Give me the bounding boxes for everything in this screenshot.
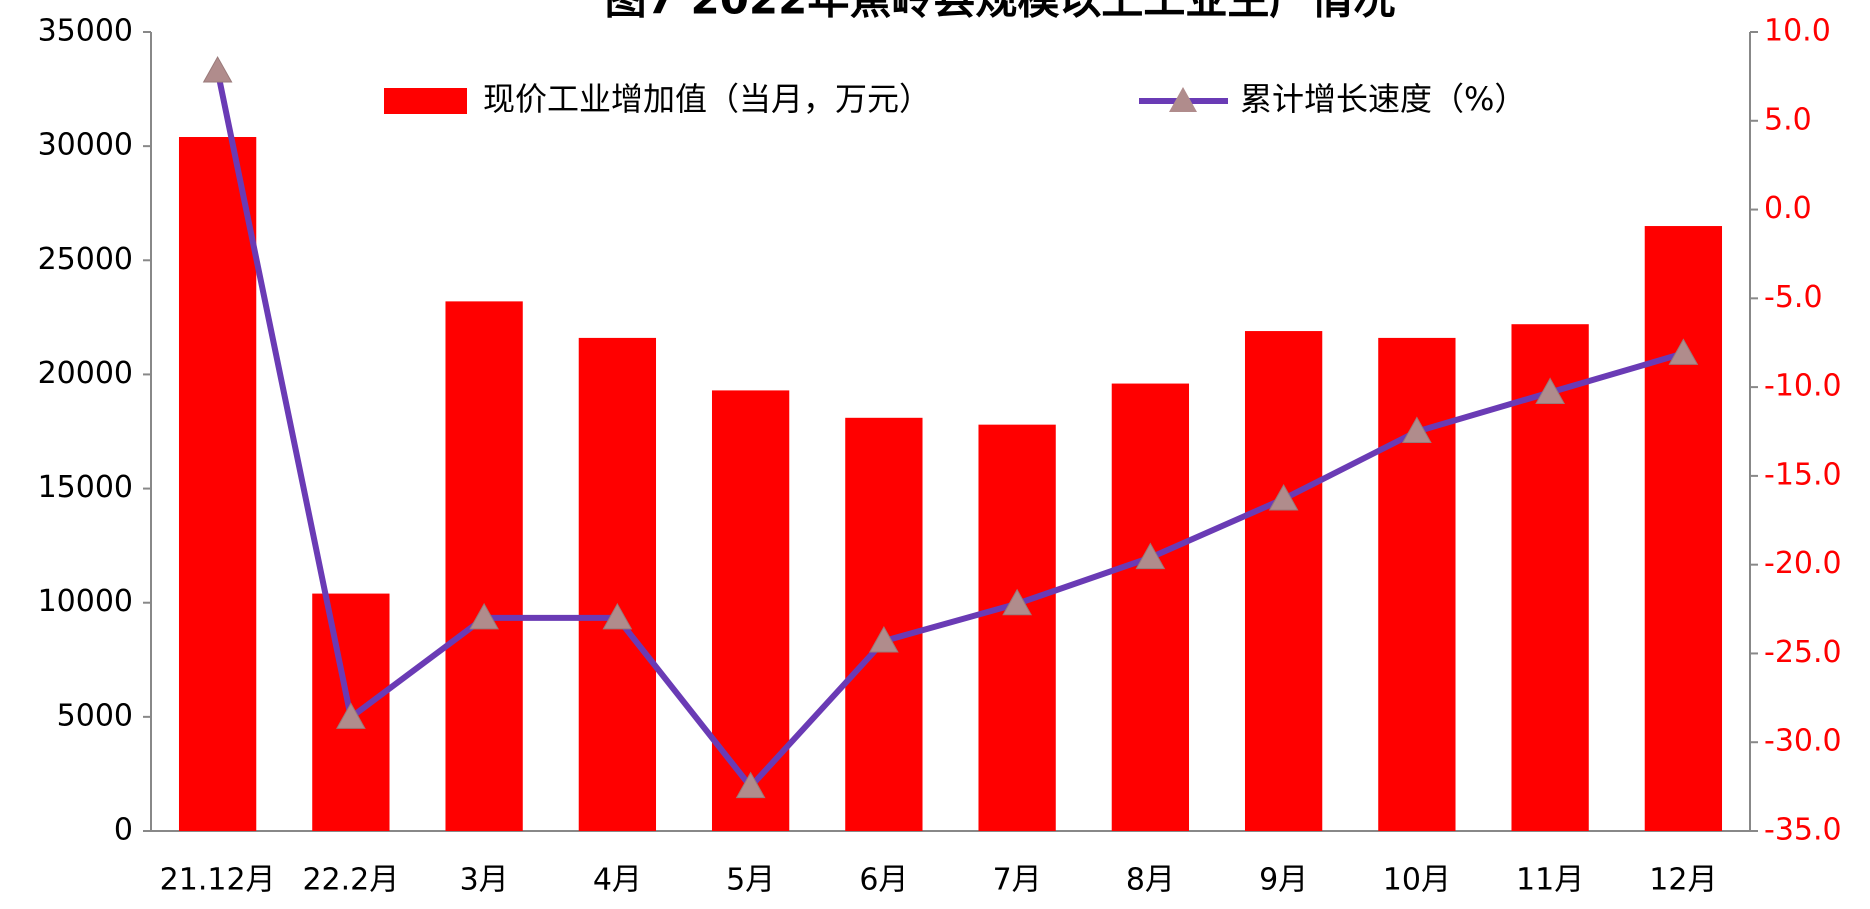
bar bbox=[1244, 331, 1323, 831]
y2-tick-label: 0.0 bbox=[1764, 191, 1812, 226]
x-tick-label: 8月 bbox=[1126, 863, 1175, 898]
x-tick-label: 4月 bbox=[593, 863, 642, 898]
legend-marker bbox=[1169, 87, 1197, 112]
bar bbox=[1378, 337, 1456, 831]
marker bbox=[336, 702, 366, 729]
marker bbox=[602, 602, 633, 630]
line bbox=[214, 70, 1685, 792]
bar bbox=[1511, 324, 1589, 831]
bar bbox=[978, 424, 1056, 831]
bar bbox=[178, 137, 257, 832]
legend-label: 现价工业增加值（当月，万元） bbox=[483, 80, 931, 118]
marker bbox=[869, 625, 899, 653]
y-tick-label: 35000 bbox=[38, 14, 133, 49]
marker bbox=[202, 56, 233, 83]
y-tick-label: 15000 bbox=[38, 470, 133, 505]
bar bbox=[845, 417, 923, 831]
bar bbox=[711, 390, 790, 831]
y2-tick-label: -35.0 bbox=[1764, 813, 1842, 848]
y2-tick-label: -10.0 bbox=[1764, 369, 1842, 404]
marker bbox=[1135, 542, 1166, 570]
y-tick-label: 0 bbox=[114, 813, 133, 848]
marker bbox=[735, 771, 766, 799]
bar bbox=[445, 301, 523, 831]
marker bbox=[1268, 483, 1299, 511]
bar bbox=[1111, 383, 1190, 831]
marker bbox=[1535, 377, 1565, 404]
chart-title: 图7 2022年蕉岭县规模以上工业生产情况 bbox=[605, 0, 1396, 24]
x-tick-label: 6月 bbox=[859, 863, 908, 898]
bar bbox=[578, 337, 657, 831]
y2-tick-label: -5.0 bbox=[1764, 280, 1823, 315]
y-tick-label: 30000 bbox=[38, 128, 133, 163]
x-tick-label: 10月 bbox=[1383, 863, 1451, 898]
y-tick-label: 25000 bbox=[38, 242, 133, 277]
x-tick-label: 22.2月 bbox=[302, 863, 399, 898]
x-tick-label: 11月 bbox=[1516, 863, 1584, 898]
y2-tick-label: -15.0 bbox=[1764, 457, 1842, 492]
marker bbox=[469, 602, 499, 630]
legend-label: 累计增长速度（%） bbox=[1240, 80, 1526, 118]
y-tick-label: 20000 bbox=[38, 356, 133, 391]
x-tick-label: 3月 bbox=[460, 863, 509, 898]
x-tick-label: 7月 bbox=[993, 863, 1042, 898]
marker bbox=[1002, 588, 1032, 616]
x-tick-label: 21.12月 bbox=[160, 863, 276, 898]
x-tick-label: 5月 bbox=[726, 863, 775, 898]
y2-tick-label: 10.0 bbox=[1764, 14, 1831, 49]
y2-tick-label: 5.0 bbox=[1764, 102, 1812, 137]
y2-tick-label: -20.0 bbox=[1764, 546, 1842, 581]
marker bbox=[1402, 416, 1432, 443]
y2-tick-label: -25.0 bbox=[1764, 635, 1842, 670]
y2-tick-label: -30.0 bbox=[1764, 724, 1842, 759]
marker bbox=[1668, 338, 1699, 365]
legend-swatch bbox=[384, 88, 467, 114]
y-tick-label: 5000 bbox=[57, 698, 133, 733]
x-tick-label: 9月 bbox=[1259, 863, 1308, 898]
bar bbox=[1644, 226, 1723, 832]
x-tick-label: 12月 bbox=[1649, 863, 1717, 898]
y-tick-label: 10000 bbox=[38, 584, 133, 619]
